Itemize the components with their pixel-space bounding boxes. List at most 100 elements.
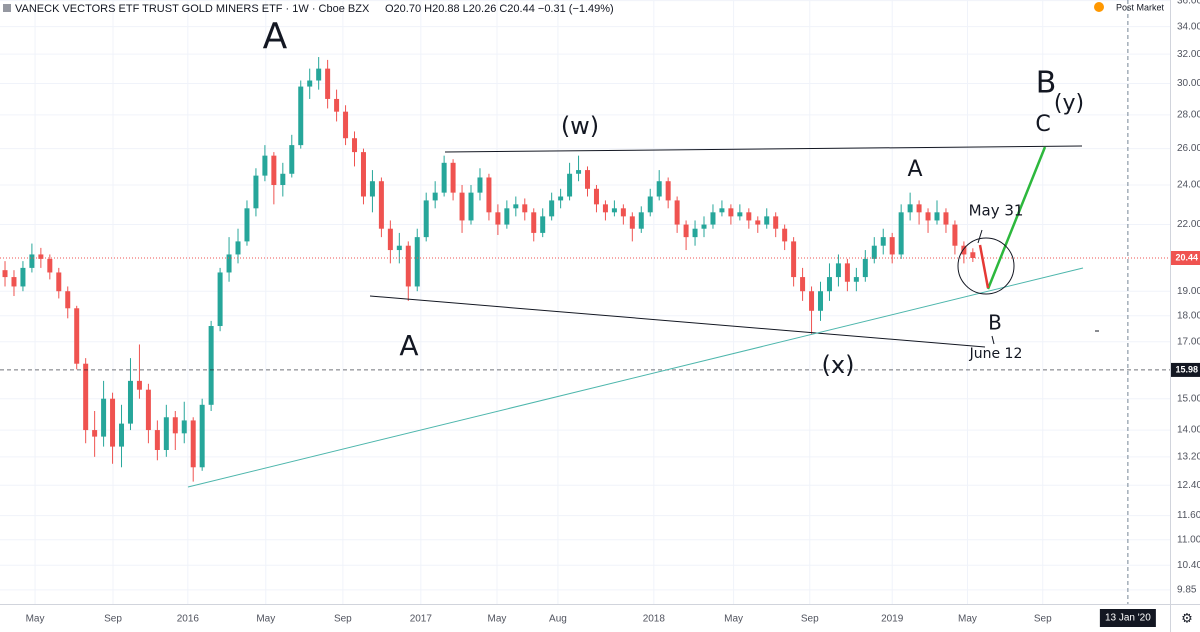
candle-body (719, 208, 725, 213)
wave-label: A (907, 157, 922, 182)
candle-body (20, 267, 26, 287)
candle-body (835, 263, 841, 278)
drawings (187, 145, 1099, 488)
candle-body (396, 245, 402, 251)
candle-body (809, 291, 815, 311)
wave-label: C (1035, 112, 1050, 137)
candle-body (934, 212, 940, 221)
circle-marker (957, 237, 1015, 295)
candle-body (916, 204, 922, 213)
x-tick-label: 2019 (881, 614, 904, 625)
candle-body (683, 224, 689, 238)
y-tick-label: 32.00 (1177, 49, 1200, 60)
crosshair-label-box (1099, 609, 1156, 627)
candle-body (65, 291, 71, 309)
price-label-box (1171, 362, 1200, 377)
candle-body (280, 173, 286, 185)
candle-body (593, 188, 599, 205)
y-tick-label: 34.00 (1177, 21, 1200, 32)
y-tick-label: 24.00 (1177, 180, 1200, 191)
candle-body (746, 212, 752, 221)
candle-body (952, 224, 958, 246)
candle-body (638, 212, 644, 229)
candle-body (925, 212, 931, 221)
candle-body (352, 138, 358, 153)
ohlc-readout: O20.70 H20.88 L20.26 C20.44 −0.31 (−1.49… (385, 3, 614, 15)
candle-body (665, 181, 671, 201)
candle-body (647, 196, 653, 213)
candle-body (334, 98, 340, 112)
candle-body (262, 155, 268, 176)
candle-body (226, 254, 232, 273)
date-label: June 12 (969, 346, 1023, 362)
wave-label: A (263, 16, 288, 57)
candle-body (369, 181, 375, 197)
candle-body (83, 363, 89, 431)
annotations: A (w) A B (y) C May 31 B June 12 A (x) (263, 16, 1084, 379)
leader-line (977, 229, 983, 244)
candle-body (190, 420, 196, 468)
candle-body (585, 170, 591, 189)
y-tick-label: 11.60 (1177, 510, 1200, 521)
candle-body (127, 380, 133, 424)
settings-icon[interactable]: ⚙ (1181, 610, 1193, 625)
trend-line (444, 145, 1083, 153)
y-tick-label: 12.40 (1177, 480, 1200, 491)
candle-body (755, 220, 761, 225)
symbol-title: VANECK VECTORS ETF TRUST GOLD MINERS ETF… (15, 3, 370, 15)
candle-body (764, 216, 770, 225)
candle-body (199, 404, 205, 468)
candle-body (110, 398, 116, 447)
candle-body (602, 204, 608, 213)
candle-body (880, 237, 886, 246)
candle-body (522, 204, 528, 213)
y-tick-label: 13.20 (1177, 451, 1200, 462)
candle-body (11, 277, 17, 287)
y-tick-label: 30.00 (1177, 78, 1200, 89)
trend-line (187, 267, 1084, 488)
candle-body (56, 272, 62, 292)
candle-body (244, 208, 250, 242)
candle-body (898, 212, 904, 255)
x-tick-label: May (256, 614, 275, 625)
candle-body (360, 152, 366, 197)
candle-body (271, 155, 277, 185)
candle-body (217, 272, 223, 327)
candle-body (378, 181, 384, 229)
grid (0, 0, 1170, 604)
candle-body (611, 208, 617, 213)
candle-body (853, 277, 859, 282)
candle-body (208, 326, 214, 405)
candle-body (629, 216, 635, 229)
candle-body (773, 216, 779, 229)
y-tick-label: 14.00 (1177, 425, 1200, 436)
candle-body (862, 258, 868, 278)
candle-body (692, 228, 698, 238)
x-tick-label: 2017 (410, 614, 433, 625)
candle-body (235, 241, 241, 255)
x-tick-label: Aug (549, 614, 567, 625)
date-label: May 31 (969, 202, 1024, 220)
wave-label: (w) (561, 112, 599, 140)
y-tick-label: 11.00 (1177, 534, 1200, 545)
candle-body (181, 420, 187, 434)
y-tick-label: 28.00 (1177, 110, 1200, 121)
candle-body (92, 430, 98, 437)
price-label: 15.98 (1175, 364, 1198, 374)
candle-body (450, 162, 456, 193)
price-label-box (1171, 250, 1200, 265)
x-tick-label: 2016 (177, 614, 200, 625)
candle-body (414, 237, 420, 287)
leader-line (991, 335, 995, 345)
candle-body (38, 254, 44, 259)
y-tick-label: 10.40 (1177, 560, 1200, 571)
candle-body (567, 173, 573, 197)
candle-body (943, 212, 949, 225)
candle-body (791, 241, 797, 278)
candle-body (432, 192, 438, 201)
candle-body (710, 212, 716, 225)
crosshair-label: 13 Jan '20 (1105, 613, 1151, 624)
candle-body (540, 216, 546, 233)
candle-body (154, 430, 160, 450)
wave-label: B (988, 311, 1002, 335)
